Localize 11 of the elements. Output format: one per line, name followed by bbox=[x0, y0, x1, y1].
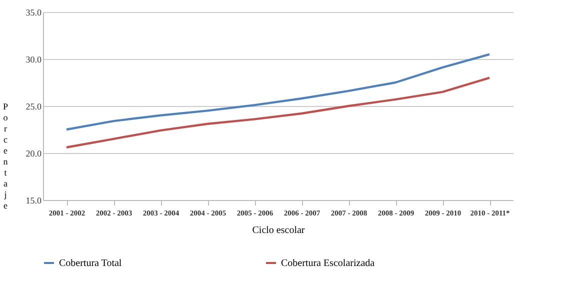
y-tick-label: 35.0 bbox=[26, 8, 42, 18]
y-tick-label: 30.0 bbox=[26, 54, 42, 64]
legend-label: Cobertura Escolarizada bbox=[281, 258, 376, 269]
y-tick-label: 25.0 bbox=[26, 102, 42, 112]
legend-label: Cobertura Total bbox=[59, 258, 122, 269]
y-tick-label: 20.0 bbox=[26, 148, 42, 158]
y-tick-label: 15.0 bbox=[26, 196, 42, 206]
line-series bbox=[65, 53, 491, 131]
text: Porcentaje bbox=[2, 102, 8, 210]
x-axis-title: Ciclo escolar bbox=[252, 225, 306, 236]
line-series bbox=[65, 76, 491, 148]
